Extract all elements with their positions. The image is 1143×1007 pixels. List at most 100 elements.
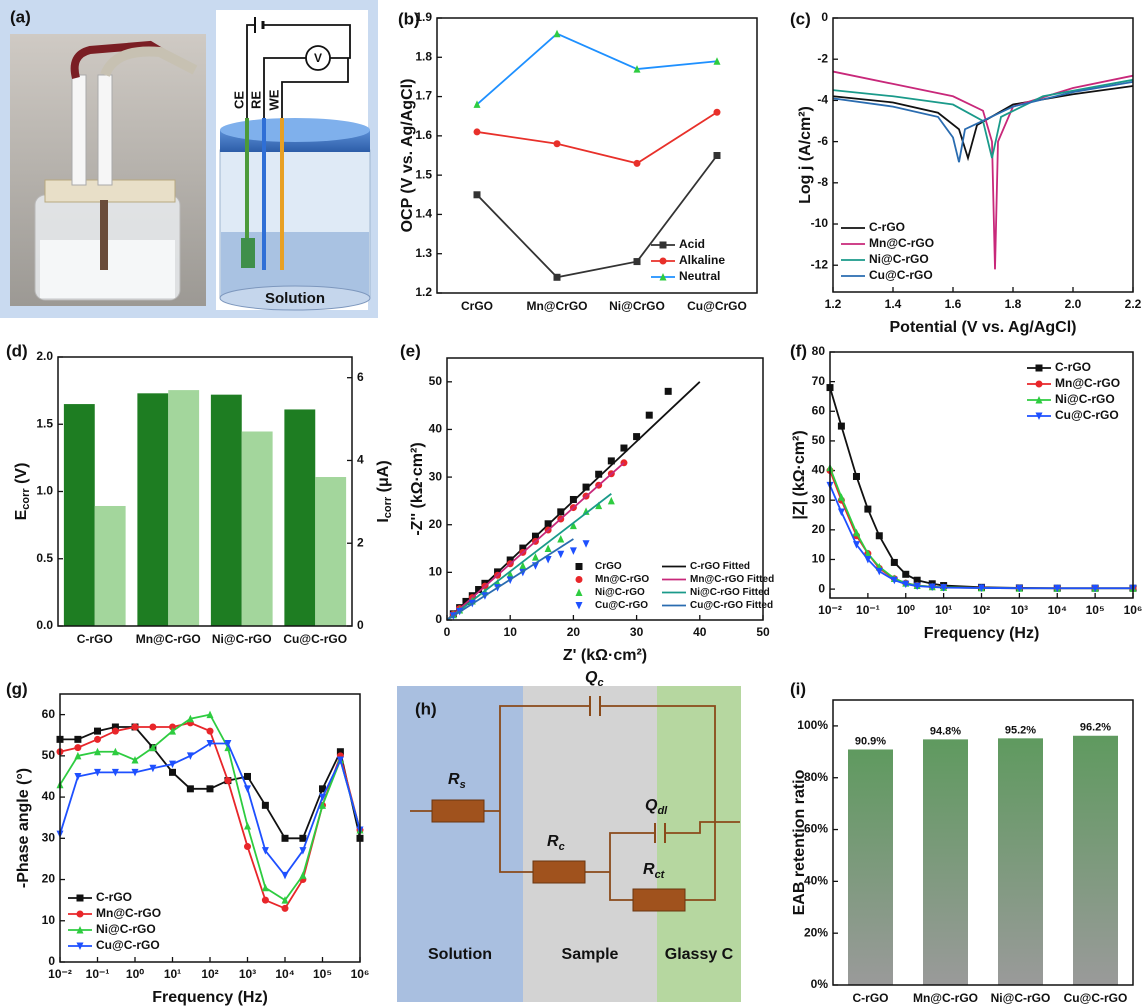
x-tick-label: 10⁻¹ bbox=[86, 967, 110, 981]
data-point bbox=[544, 556, 552, 564]
x-tick-label: C-rGO bbox=[77, 632, 113, 646]
plot-frame bbox=[829, 351, 1134, 599]
x-axis-label: Frequency (Hz) bbox=[152, 989, 268, 1006]
data-point bbox=[206, 727, 214, 735]
data-point bbox=[928, 583, 936, 592]
y-tick-label: 30 bbox=[429, 469, 443, 483]
legend-label: C-rGO bbox=[1055, 360, 1091, 374]
y-tick-label: 1.5 bbox=[415, 167, 432, 181]
x-tick-label: Ni@CrGO bbox=[609, 299, 665, 313]
x-tick-label: 10² bbox=[201, 967, 218, 981]
data-point bbox=[111, 723, 119, 731]
data-point bbox=[582, 540, 590, 548]
series-line bbox=[829, 470, 1133, 590]
y-tick-label: 2.0 bbox=[36, 349, 53, 363]
legend-label: C-rGO bbox=[869, 220, 905, 234]
legend-label: C-rGO Fitted bbox=[690, 561, 750, 572]
element-label: Rct bbox=[643, 861, 666, 881]
bar bbox=[1073, 735, 1118, 985]
y-tick-label: 1.2 bbox=[415, 285, 432, 299]
panel-label: (f) bbox=[790, 341, 807, 360]
legend-label: Acid bbox=[679, 237, 705, 251]
cable bbox=[70, 40, 178, 80]
bar bbox=[848, 749, 893, 985]
y-tick-label: 20 bbox=[812, 522, 826, 536]
data-point bbox=[875, 532, 883, 540]
value-label: 96.2% bbox=[1080, 722, 1111, 734]
legend-label: Ni@C-rGO bbox=[869, 252, 929, 266]
symbol: R bbox=[448, 771, 460, 788]
bar bbox=[923, 739, 968, 985]
x-tick-label: 10⁴ bbox=[1048, 603, 1067, 617]
x-tick-label: 40 bbox=[693, 625, 707, 639]
region bbox=[657, 686, 741, 1002]
legend-label: Cu@C-rGO Fitted bbox=[690, 600, 773, 611]
y-tick-label: 80% bbox=[804, 770, 828, 784]
series-line bbox=[446, 493, 612, 621]
data-point bbox=[633, 65, 641, 73]
y-tick-label: 20 bbox=[42, 872, 56, 886]
legend-marker bbox=[1035, 396, 1043, 404]
legend-label: Cu@C-rGO bbox=[1055, 408, 1119, 422]
x-tick-label: 10⁰ bbox=[126, 967, 144, 981]
y-tick-label: 40% bbox=[804, 874, 828, 888]
data-point bbox=[553, 140, 561, 148]
data-point bbox=[281, 896, 289, 904]
y-tick-label: -8 bbox=[817, 175, 828, 189]
data-point bbox=[557, 535, 565, 543]
y-axis-label: Log j (A/cm²) bbox=[797, 106, 814, 204]
y-tick-label: 10 bbox=[812, 552, 826, 566]
y-tick-label: 50 bbox=[42, 748, 56, 762]
x-tick-label: Ni@C-rGO bbox=[991, 991, 1051, 1005]
x-tick-label: 30 bbox=[630, 625, 644, 639]
series-line bbox=[829, 485, 1133, 590]
panel-label: (h) bbox=[415, 699, 437, 718]
x-tick-label: 20 bbox=[567, 625, 581, 639]
symbol: Q bbox=[645, 797, 658, 814]
x-tick-label: 2.2 bbox=[1125, 297, 1142, 311]
data-point bbox=[94, 768, 101, 777]
lid-top bbox=[220, 118, 370, 142]
data-point bbox=[299, 834, 307, 842]
panel-label: (d) bbox=[6, 341, 28, 360]
data-point bbox=[319, 801, 326, 809]
legend-marker bbox=[1035, 380, 1043, 388]
y-tick-label: 100% bbox=[797, 718, 828, 732]
data-point bbox=[531, 553, 539, 561]
data-point bbox=[633, 258, 641, 266]
x-tick-label: 10⁵ bbox=[313, 967, 332, 981]
legend-label: C-rGO bbox=[96, 890, 132, 904]
data-point bbox=[913, 576, 921, 584]
data-point bbox=[186, 785, 194, 793]
y-tick-label: -2 bbox=[817, 51, 828, 65]
y2-tick-label: 2 bbox=[357, 535, 364, 549]
data-point bbox=[664, 387, 672, 395]
x-axis-label: Frequency (Hz) bbox=[924, 625, 1040, 642]
x-tick-label: 1.6 bbox=[945, 297, 962, 311]
data-point bbox=[186, 752, 194, 760]
data-point bbox=[261, 883, 269, 892]
y-tick-label: 20% bbox=[804, 925, 828, 939]
data-point bbox=[244, 843, 251, 851]
x-tick-label: C-rGO bbox=[853, 991, 889, 1005]
label-part: E bbox=[13, 509, 30, 520]
data-point bbox=[940, 584, 948, 592]
data-point bbox=[713, 108, 721, 116]
counter-electrode-plate bbox=[241, 238, 255, 268]
data-point bbox=[111, 768, 119, 777]
data-point bbox=[633, 433, 641, 441]
data-point bbox=[111, 727, 119, 735]
electrode bbox=[100, 200, 108, 270]
y-tick-label: 1.6 bbox=[415, 128, 432, 142]
series-line bbox=[832, 78, 1134, 159]
x-tick-label: 10¹ bbox=[935, 603, 952, 617]
y-tick-label: 40 bbox=[429, 422, 443, 436]
y-tick-label: 0 bbox=[48, 954, 55, 968]
data-point bbox=[890, 558, 898, 566]
y-tick-label: 70 bbox=[812, 374, 826, 388]
electrode-holder bbox=[97, 74, 113, 186]
x-tick-label: 10⁻² bbox=[48, 967, 72, 981]
data-point bbox=[206, 785, 214, 793]
data-point bbox=[244, 772, 251, 780]
